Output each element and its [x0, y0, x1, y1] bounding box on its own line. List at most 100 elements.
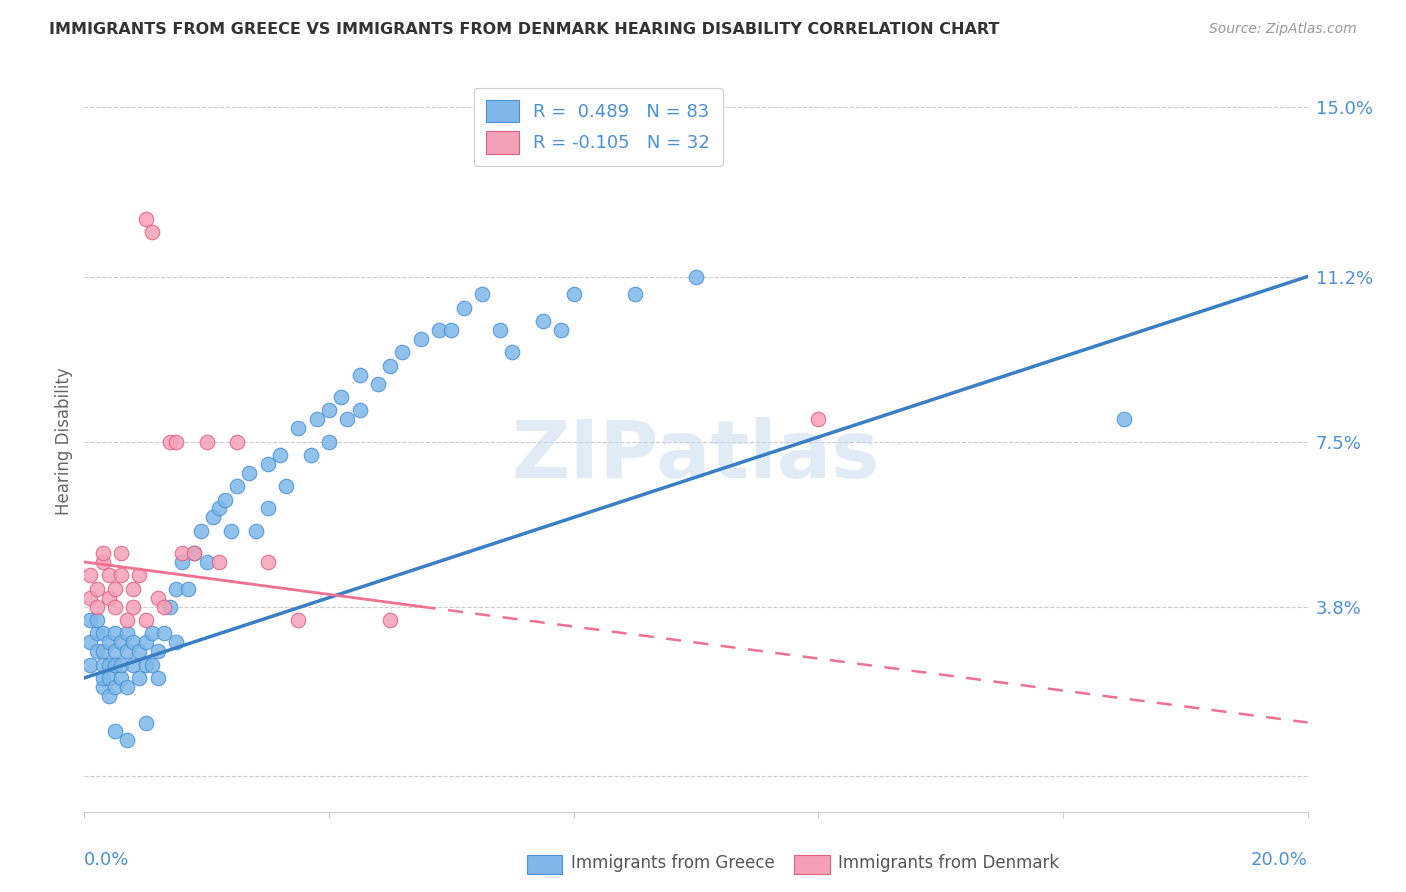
Point: [135, 657, 157, 672]
Point: [165, 635, 187, 649]
Text: Source: ZipAtlas.com: Source: ZipAtlas.com: [1209, 22, 1357, 37]
Point: [104, 724, 127, 739]
Point: [91, 626, 114, 640]
Point: [165, 582, 187, 596]
Point: [226, 479, 249, 493]
Point: [79, 591, 101, 605]
Point: [349, 403, 371, 417]
Point: [183, 546, 205, 560]
Point: [122, 599, 145, 614]
Point: [471, 287, 494, 301]
Point: [122, 582, 145, 596]
Point: [86, 582, 108, 596]
Point: [79, 657, 101, 672]
Point: [159, 599, 181, 614]
Point: [287, 421, 309, 435]
Point: [146, 644, 169, 658]
Point: [165, 434, 187, 449]
Point: [208, 501, 231, 516]
Point: [336, 412, 359, 426]
Point: [86, 626, 108, 640]
Point: [115, 626, 138, 640]
Point: [110, 568, 132, 582]
Point: [238, 466, 260, 480]
Point: [97, 591, 120, 605]
Point: [489, 323, 512, 337]
Point: [153, 599, 176, 614]
Point: [685, 269, 707, 284]
Text: Immigrants from Greece: Immigrants from Greece: [571, 855, 775, 872]
Point: [110, 546, 132, 560]
Point: [190, 524, 212, 538]
Point: [115, 613, 138, 627]
Point: [502, 345, 524, 359]
Point: [115, 644, 138, 658]
Point: [115, 680, 138, 694]
Point: [128, 568, 150, 582]
Point: [391, 345, 413, 359]
Point: [159, 434, 181, 449]
Point: [380, 613, 402, 627]
Point: [97, 657, 120, 672]
Point: [208, 555, 231, 569]
Point: [91, 657, 114, 672]
Point: [91, 546, 114, 560]
Point: [141, 657, 163, 672]
Point: [318, 434, 340, 449]
Point: [115, 733, 138, 747]
Point: [97, 568, 120, 582]
Point: [97, 635, 120, 649]
Point: [104, 599, 127, 614]
Point: [104, 680, 127, 694]
Point: [91, 555, 114, 569]
Point: [86, 599, 108, 614]
Point: [146, 591, 169, 605]
Point: [146, 671, 169, 685]
Point: [195, 434, 218, 449]
Point: [305, 412, 328, 426]
Point: [201, 510, 224, 524]
Legend: R =  0.489   N = 83, R = -0.105   N = 32: R = 0.489 N = 83, R = -0.105 N = 32: [474, 87, 723, 166]
Point: [104, 644, 127, 658]
Point: [177, 582, 200, 596]
Point: [172, 555, 194, 569]
Text: 20.0%: 20.0%: [1251, 851, 1308, 869]
Text: Immigrants from Denmark: Immigrants from Denmark: [838, 855, 1059, 872]
Point: [214, 492, 236, 507]
Point: [110, 657, 132, 672]
Point: [128, 671, 150, 685]
Point: [257, 457, 280, 471]
Point: [153, 626, 176, 640]
Text: 0.0%: 0.0%: [84, 851, 129, 869]
Text: IMMIGRANTS FROM GREECE VS IMMIGRANTS FROM DENMARK HEARING DISABILITY CORRELATION: IMMIGRANTS FROM GREECE VS IMMIGRANTS FRO…: [49, 22, 1000, 37]
Point: [531, 314, 554, 328]
Point: [349, 368, 371, 382]
Point: [807, 412, 830, 426]
Point: [135, 211, 157, 226]
Point: [624, 287, 647, 301]
Point: [110, 671, 132, 685]
Y-axis label: Hearing Disability: Hearing Disability: [55, 368, 73, 516]
Point: [409, 332, 432, 346]
Point: [172, 546, 194, 560]
Point: [104, 657, 127, 672]
Point: [287, 613, 309, 627]
Point: [79, 635, 101, 649]
Point: [141, 626, 163, 640]
Point: [91, 644, 114, 658]
Point: [122, 635, 145, 649]
Point: [257, 555, 280, 569]
Point: [183, 546, 205, 560]
Point: [330, 390, 353, 404]
Point: [299, 448, 322, 462]
Point: [110, 635, 132, 649]
Point: [1114, 412, 1136, 426]
Point: [86, 644, 108, 658]
Point: [91, 671, 114, 685]
Point: [269, 448, 291, 462]
Point: [195, 555, 218, 569]
Point: [318, 403, 340, 417]
Point: [79, 613, 101, 627]
Point: [135, 635, 157, 649]
Text: ZIPatlas: ZIPatlas: [512, 417, 880, 495]
